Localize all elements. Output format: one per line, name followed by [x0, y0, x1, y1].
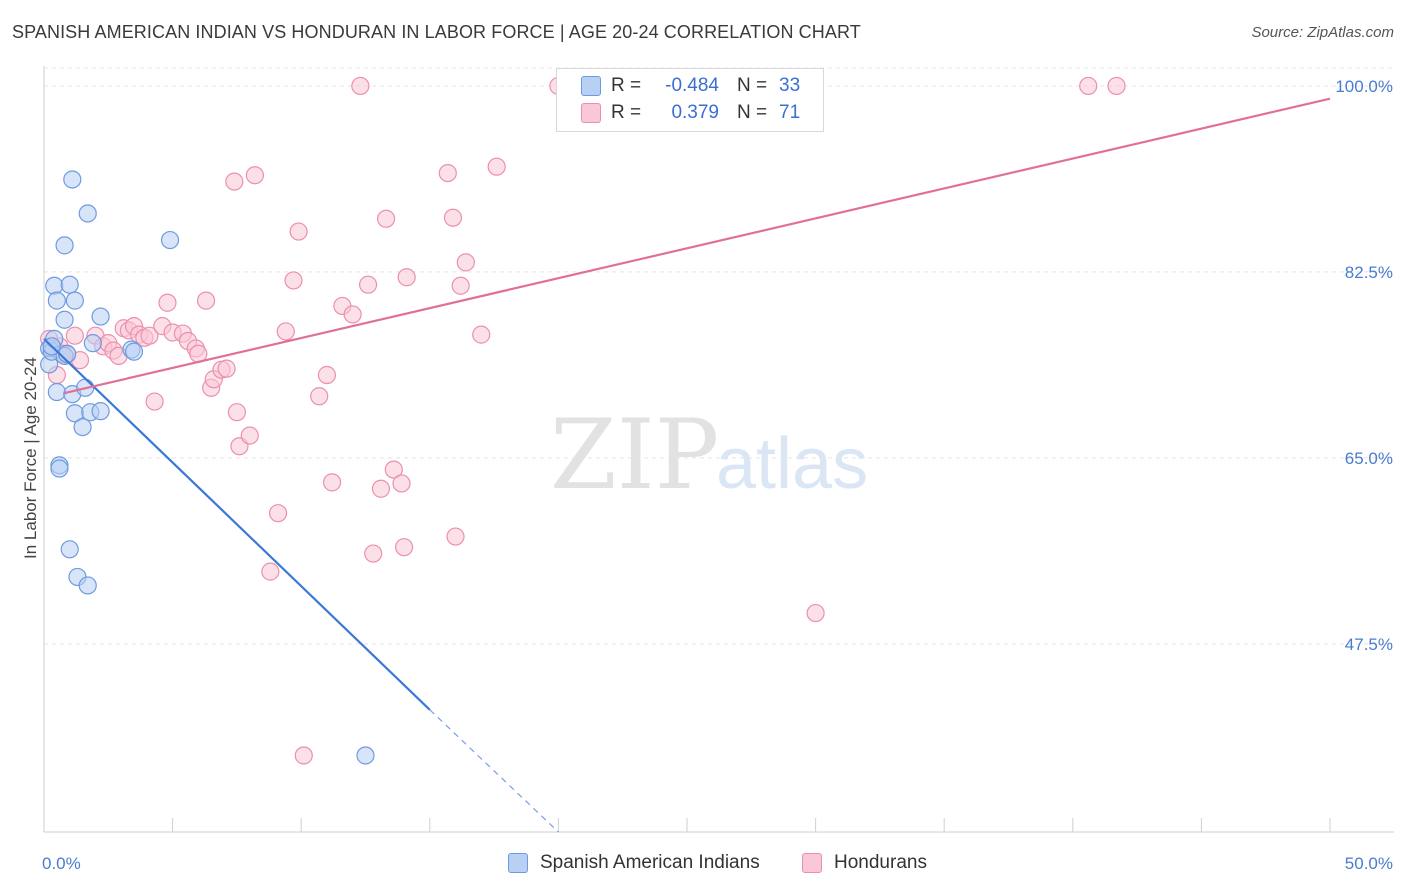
spanish-american-indian-point [50, 459, 69, 478]
watermark-zip: ZIP [550, 399, 719, 511]
legend-swatch-blue [508, 853, 528, 873]
legend-item-hondurans[interactable]: Hondurans [802, 852, 927, 874]
honduran-point [487, 157, 506, 176]
honduran-point [343, 305, 362, 324]
legend-n-value: 71 [779, 102, 801, 123]
honduran-point [317, 365, 337, 385]
series-legend: Spanish American Indians Hondurans [0, 852, 1406, 878]
honduran-point [145, 392, 164, 411]
honduran-point [276, 322, 295, 341]
spanish-american-indian-point [55, 236, 74, 255]
y-tick-label: 47.5% [1345, 635, 1393, 654]
spanish-american-indian-point [356, 746, 375, 765]
spanish-american-indian-point [55, 310, 74, 329]
honduran-point [364, 544, 383, 563]
y-tick-label: 65.0% [1345, 449, 1393, 468]
honduran-point [351, 76, 370, 96]
honduran-point [1079, 76, 1098, 96]
honduran-point [245, 166, 265, 185]
honduran-point [310, 387, 329, 406]
x-tick-label-max: 50.0% [1345, 854, 1393, 873]
legend-r-value: 0.379 [671, 102, 719, 123]
honduran-point [196, 291, 216, 310]
honduran-point [294, 746, 313, 765]
honduran-point [394, 538, 414, 557]
legend-label: Spanish American Indians [540, 852, 760, 873]
spanish-american-indian-point [83, 334, 102, 353]
spanish-american-indian-point [124, 342, 144, 361]
honduran-point [451, 276, 470, 295]
spanish-american-indians-trend-extension [429, 709, 559, 833]
spanish-american-indian-point [65, 291, 84, 310]
legend-r-label: R = [611, 102, 642, 123]
honduran-point [158, 293, 177, 312]
tick-labels: 47.5% 65.0% 82.5% 100.0% 0.0% 50.0% [42, 77, 1393, 873]
y-axis-label: In Labor Force | Age 20-24 [21, 357, 40, 559]
spanish-american-indian-point [91, 307, 110, 326]
legend-swatch-blue [581, 76, 601, 96]
honduran-point [140, 326, 159, 345]
legend-n-label: N = [737, 102, 768, 123]
y-tick-label: 100.0% [1335, 77, 1393, 96]
legend-swatch-pink [802, 853, 822, 873]
honduran-point [392, 474, 411, 493]
honduran-point [225, 172, 244, 191]
axis-layer [43, 66, 1394, 833]
watermark-atlas: atlas [716, 424, 868, 504]
spanish-american-indian-point [160, 230, 180, 250]
honduran-point [456, 253, 475, 272]
legend-n-value: 33 [779, 75, 801, 96]
honduran-point [240, 426, 259, 445]
honduran-point [446, 527, 465, 546]
honduran-point [1107, 76, 1126, 96]
spanish-american-indian-point [78, 204, 97, 223]
honduran-point [227, 403, 246, 422]
honduran-point [358, 275, 378, 294]
spanish-american-indian-point [60, 540, 79, 559]
legend-n-label: N = [737, 75, 768, 96]
honduran-point [217, 359, 236, 378]
honduran-point [443, 208, 463, 227]
spanish-american-indian-point [78, 576, 97, 595]
spanish-american-indian-point [73, 417, 92, 437]
spanish-american-indian-point [63, 170, 82, 189]
hondurans-trend-line [64, 97, 1331, 395]
trend-lines [43, 97, 1331, 833]
honduran-point [65, 326, 84, 345]
chart-title: SPANISH AMERICAN INDIAN VS HONDURAN IN L… [12, 22, 861, 42]
honduran-point [384, 460, 403, 479]
honduran-point [438, 163, 457, 183]
honduran-point [289, 222, 308, 241]
honduran-point [371, 479, 391, 498]
watermark: ZIP atlas [550, 399, 868, 511]
spanish-american-indian-point [45, 276, 64, 295]
spanish-american-indian-point [47, 291, 66, 310]
grid-layer [44, 67, 1394, 645]
spanish-american-indians-trend-line [43, 338, 431, 711]
x-tick-label-min: 0.0% [42, 854, 81, 873]
honduran-point [268, 504, 288, 523]
legend-swatch-pink [581, 103, 601, 123]
legend-r-value: -0.484 [665, 75, 719, 96]
legend-label: Hondurans [834, 852, 927, 873]
honduran-point [322, 473, 342, 492]
correlation-legend: R = -0.484 N = 33 R = 0.379 N = 71 [556, 68, 824, 132]
honduran-point [261, 562, 280, 581]
honduran-point [472, 325, 491, 344]
y-tick-label: 82.5% [1345, 263, 1393, 282]
legend-row-spanish-american-indians: R = -0.484 N = 33 [581, 73, 819, 99]
source-credit: Source: ZipAtlas.com [1251, 24, 1394, 41]
spanish-american-indian-point [47, 382, 66, 402]
legend-r-label: R = [611, 75, 642, 96]
honduran-point [376, 209, 396, 228]
spanish-american-indians-points [40, 170, 375, 765]
honduran-point [284, 271, 303, 290]
honduran-point [397, 268, 416, 287]
spanish-american-indian-point [60, 275, 79, 294]
legend-item-spanish-american-indians[interactable]: Spanish American Indians [508, 852, 760, 874]
spanish-american-indian-point [91, 402, 110, 421]
honduran-point [806, 603, 825, 623]
legend-row-hondurans: R = 0.379 N = 71 [581, 100, 819, 126]
